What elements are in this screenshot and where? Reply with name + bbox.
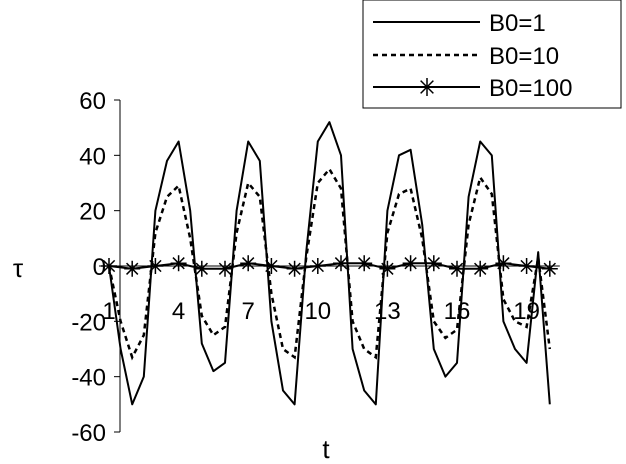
legend-label: B0=10 [489, 43, 559, 70]
y-tick-label: -60 [71, 420, 106, 447]
series-point [379, 260, 396, 277]
legend-entry: B0=10 [373, 43, 559, 70]
legend-label: B0=1 [489, 10, 546, 37]
series-point [309, 258, 326, 274]
series-point [495, 255, 512, 272]
series-layer [101, 121, 558, 406]
y-axis-title: τ [13, 253, 24, 283]
x-tick-label: 1 [102, 298, 115, 325]
y-tick-label: -40 [71, 365, 106, 392]
legend-entry: B0=1 [373, 10, 546, 37]
series-point [193, 260, 210, 277]
series-point [170, 255, 187, 272]
series-point [240, 255, 257, 272]
series-point [402, 255, 419, 272]
legend-box [362, 0, 622, 109]
series-point [286, 260, 303, 277]
series-point [541, 260, 558, 277]
series-point [518, 258, 535, 274]
x-tick-label: 4 [172, 298, 185, 325]
legend-label: B0=100 [489, 75, 572, 102]
series-point [472, 260, 489, 277]
y-tick-label: 60 [79, 88, 106, 115]
series-point [425, 255, 442, 272]
series-b0-1 [108, 121, 551, 406]
series-point [124, 260, 141, 277]
series-point [147, 258, 164, 274]
x-tick-label: 16 [444, 298, 471, 325]
series-point [217, 260, 233, 277]
x-tick-label: 19 [513, 298, 540, 325]
series-line-b0-1 [108, 121, 551, 406]
x-axis-title: t [322, 434, 330, 464]
series-b0-100 [101, 255, 558, 277]
series-point [263, 258, 280, 274]
y-tick-label: 40 [79, 143, 106, 170]
legend-entry: B0=100 [373, 75, 572, 102]
y-tick-label: -20 [71, 309, 106, 336]
y-tick-labels: 60 40 20 0 -20 -40 -60 [71, 88, 106, 447]
series-point [449, 260, 465, 277]
y-tick-label: 0 [93, 254, 106, 281]
legend: B0=1 B0=10 B0=100 [362, 0, 622, 109]
legend-marker [418, 78, 436, 96]
x-tick-label: 10 [304, 298, 331, 325]
series-point [333, 255, 349, 272]
x-tick-label: 7 [242, 298, 255, 325]
series-b0-10 [107, 167, 552, 361]
series-line-b0-10 [107, 167, 552, 361]
x-tick-labels: 1 4 7 10 13 16 19 [102, 298, 540, 325]
y-tick-label: 20 [79, 199, 106, 226]
series-point [356, 255, 373, 272]
series-point [101, 258, 117, 274]
